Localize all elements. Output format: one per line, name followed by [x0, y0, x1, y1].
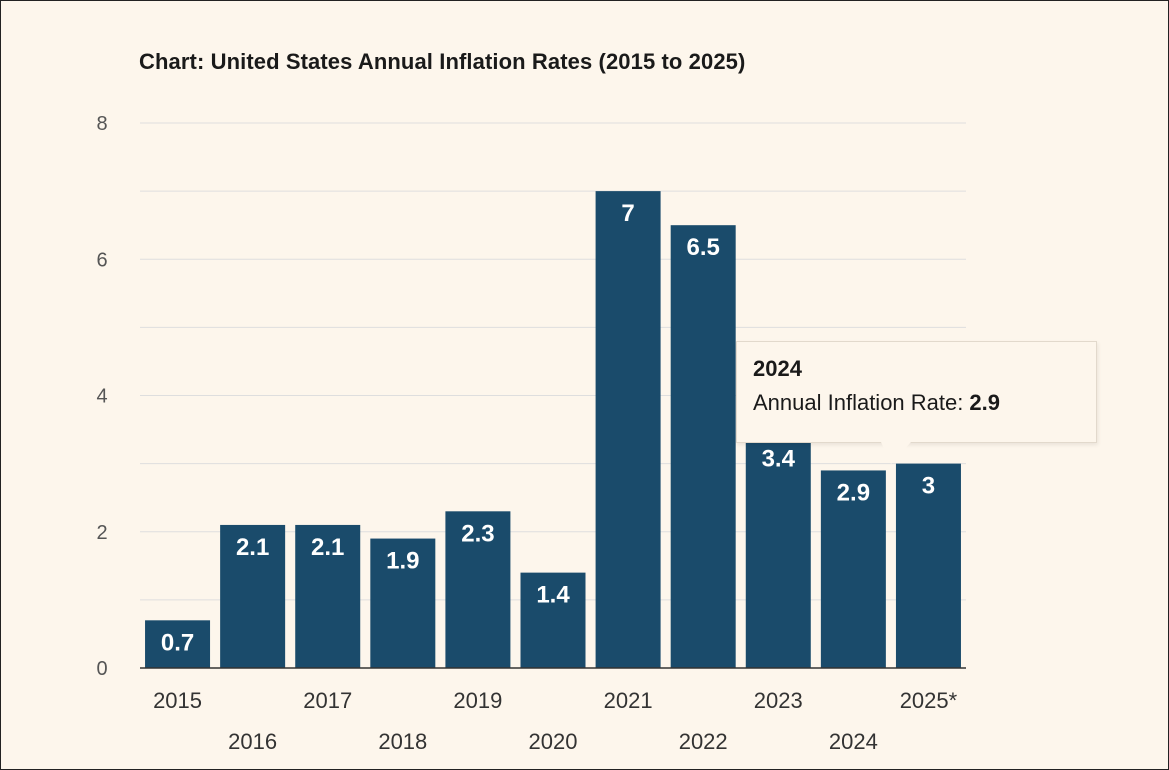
y-tick-label: 8: [96, 113, 107, 135]
x-tick-label: 2023: [754, 688, 803, 713]
x-tick-label: 2016: [228, 729, 277, 754]
tooltip-year: 2024: [753, 356, 802, 381]
tooltip-label: Annual Inflation Rate:: [753, 390, 964, 415]
x-tick-label: 2019: [453, 688, 502, 713]
bar-value-label: 0.7: [161, 629, 194, 656]
bars: [145, 191, 961, 668]
bar-value-label: 2.1: [311, 534, 344, 561]
bar-value-label: 7: [621, 200, 634, 227]
bar-2025[interactable]: [895, 463, 961, 668]
bar-value-label: 2.1: [236, 534, 269, 561]
bar-value-label: 3: [922, 473, 935, 500]
bar-2024[interactable]: [820, 470, 886, 668]
bar-2020[interactable]: [520, 572, 586, 668]
x-tick-label: 2021: [604, 688, 653, 713]
bar-2015[interactable]: [145, 620, 211, 668]
bar-2018[interactable]: [370, 538, 436, 668]
y-tick-label: 6: [96, 249, 107, 271]
x-tick-label: 2015: [153, 688, 202, 713]
y-tick-label: 2: [96, 522, 107, 544]
bar-value-label: 2.3: [461, 520, 494, 547]
tooltip-line: Annual Inflation Rate: 2.9: [753, 390, 1080, 416]
y-axis-ticks: 0 2 4 6 8: [96, 113, 107, 680]
bar-2022[interactable]: [670, 225, 736, 668]
bar-value-labels: 0.7 2.1 2.1 1.9 2.3 1.4 7 6.5 3.4 2.9 3: [161, 200, 935, 656]
x-tick-label: 2017: [303, 688, 352, 713]
x-axis-ticks: 2015 2016 2017 2018 2019 2020 2021 2022 2023 2024…: [153, 688, 958, 754]
y-tick-label: 4: [96, 386, 107, 408]
bar-2021[interactable]: [595, 191, 661, 668]
bar-value-label: 1.9: [386, 548, 419, 575]
bar-value-label: 3.4: [762, 445, 796, 472]
bar-2017[interactable]: [295, 524, 361, 668]
bar-2019[interactable]: [445, 511, 511, 668]
bar-value-label: 1.4: [536, 582, 570, 609]
bar-2023[interactable]: [745, 436, 811, 668]
chart-title: Chart: United States Annual Inflation Ra…: [139, 49, 746, 74]
x-tick-label: 2025*: [900, 688, 958, 713]
x-tick-label: 2020: [529, 729, 578, 754]
tooltip-value: 2.9: [969, 390, 1000, 415]
tooltip: 2024 Annual Inflation Rate: 2.9: [736, 341, 1097, 443]
x-tick-label: 2018: [378, 729, 427, 754]
x-tick-label: 2022: [679, 729, 728, 754]
bar-value-label: 6.5: [686, 234, 719, 261]
bar-value-label: 2.9: [837, 479, 870, 506]
bar-2016[interactable]: [220, 524, 286, 668]
y-tick-label: 0: [96, 658, 107, 680]
tooltip-pointer: [881, 442, 911, 464]
x-tick-label: 2024: [829, 729, 878, 754]
